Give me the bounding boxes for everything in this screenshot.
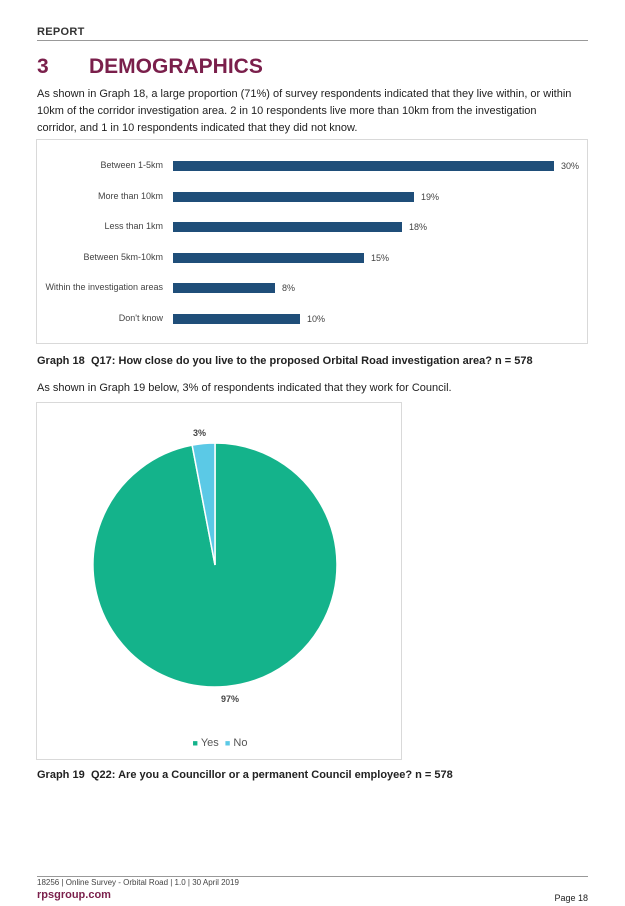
legend-label-yes: Yes	[200, 737, 219, 749]
bar-mark	[173, 161, 554, 171]
bar-value-label: 8%	[282, 283, 296, 293]
graph18-caption: Graph 18 Q17: How close do you live to th…	[37, 355, 533, 367]
bar-category-label: Within the investigation areas	[45, 282, 163, 292]
pie-legend: ■ Yes ■ No	[37, 737, 403, 749]
bar-category-label: Less than 1km	[104, 221, 163, 231]
footer-divider	[37, 876, 588, 877]
graph19-caption: Graph 19 Q22: Are you a Councillor or a p…	[37, 769, 453, 781]
pie-svg	[92, 442, 338, 688]
header-divider	[37, 40, 588, 41]
bar-mark	[173, 252, 364, 263]
intro-paragraph: As shown in Graph 18, a large proportion…	[37, 88, 572, 134]
bar-value-label: 30%	[561, 161, 580, 171]
report-header-label: REPORT	[37, 26, 85, 38]
legend-label-no: No	[233, 737, 248, 749]
graph18-bar-chart: Between 1-5km 30% More than 10km 19% Less th…	[36, 139, 588, 344]
graph18-caption-number: Graph 18	[37, 355, 85, 367]
bar-category-label: Between 5km-10km	[83, 251, 163, 262]
pie-label-no: 3%	[193, 428, 207, 438]
section-heading: 3 DEMOGRAPHICS	[37, 55, 263, 79]
legend-marker-no: ■	[224, 738, 231, 748]
graph19-pie-chart: 3% 97% ■ Yes ■ No	[36, 402, 402, 760]
footer-page-number: Page 18	[554, 893, 588, 903]
graph18-caption-text: Q17: How close do you live to the propos…	[91, 355, 533, 367]
bar-value-label: 19%	[421, 191, 440, 202]
bar-value-label: 18%	[409, 222, 428, 232]
bar-mark	[173, 222, 402, 232]
legend-marker-yes: ■	[192, 738, 198, 748]
section-number: 3	[37, 55, 49, 78]
bar-category-label: Don't know	[118, 312, 163, 323]
pie-slice-no	[191, 442, 216, 566]
footer-document-meta: 18256 | Online Survey - Orbital Road | 1…	[37, 878, 239, 887]
bar-value-label: 10%	[307, 313, 326, 324]
graph19-caption-number: Graph 19	[37, 769, 85, 781]
pie-label-yes: 97%	[221, 694, 240, 704]
bar-category-label: More than 10km	[97, 190, 163, 201]
bar-mark	[173, 283, 275, 293]
bar-value-label: 15%	[371, 252, 390, 263]
bar-category-label: Between 1-5km	[100, 160, 163, 170]
section-title: DEMOGRAPHICS	[89, 55, 263, 78]
graph19-caption-text: Q22: Are you a Councillor or a permanent…	[91, 769, 453, 781]
footer-website-link[interactable]: rpsgroup.com	[37, 889, 111, 901]
bar-mark	[173, 313, 300, 324]
bar-mark	[173, 191, 414, 202]
graph19-intro-paragraph: As shown in Graph 19 below, 3% of respon…	[37, 382, 452, 394]
